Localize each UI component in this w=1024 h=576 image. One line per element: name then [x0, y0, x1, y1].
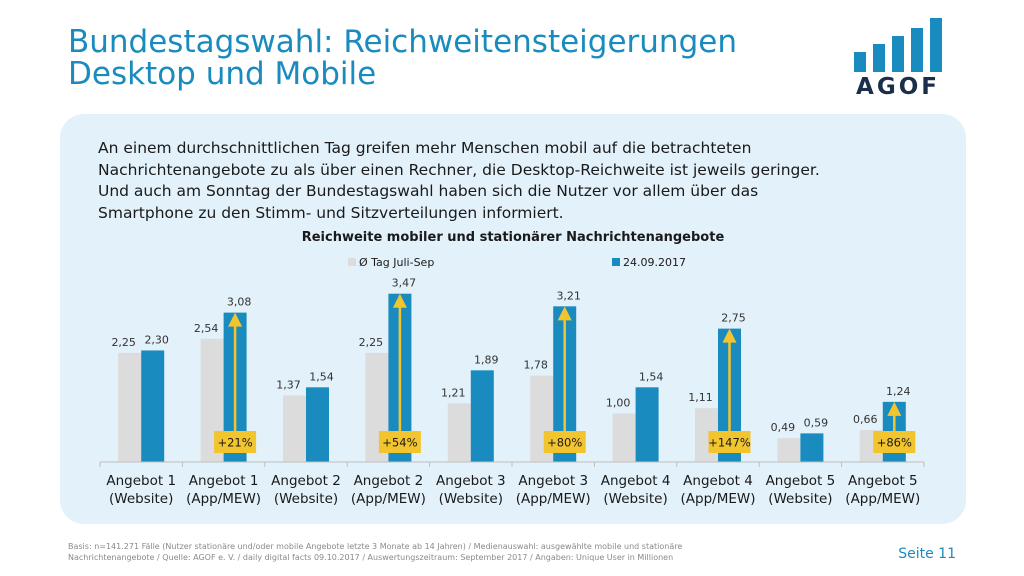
growth-badge-3 — [543, 431, 586, 453]
value-label-avg-2: 2,54 — [194, 322, 219, 335]
growth-arrow-head-3 — [557, 306, 572, 321]
category-label-1-1: Angebot 1 — [106, 473, 176, 489]
bar-election-7 — [635, 387, 659, 462]
intro-text: An einem durchschnittlichen Tag greifen … — [98, 138, 938, 224]
value-label-avg-3: 1,37 — [276, 379, 301, 392]
category-label-4-2: (App/MEW) — [351, 491, 426, 507]
value-label-avg-9: 0,49 — [771, 421, 796, 434]
footnote-line-1: Basis: n=141.271 Fälle (Nutzer stationär… — [68, 542, 683, 551]
bar-avg-3 — [283, 395, 306, 462]
bar-avg-7 — [612, 413, 636, 462]
agof-logo: AGOF — [850, 18, 946, 102]
page-number: Seite 11 — [898, 546, 956, 562]
value-label-avg-6: 1,78 — [523, 359, 548, 372]
legend-swatch-1 — [348, 258, 356, 266]
intro-line-2: Nachrichtenangebote zu als über einen Re… — [98, 160, 820, 179]
page-title: Bundestagswahl: Reichweitensteigerungen … — [68, 26, 828, 90]
growth-arrow-head-5 — [887, 401, 902, 416]
intro-line-4: Smartphone zu den Stimm- und Sitzverteil… — [98, 203, 564, 222]
growth-label-4: +147% — [708, 436, 751, 450]
bar-election-3 — [306, 387, 329, 462]
category-label-3-2: (Website) — [274, 491, 338, 507]
value-label-election-1: 2,30 — [144, 333, 169, 346]
value-label-election-8: 2,75 — [721, 312, 746, 325]
title-line-1: Bundestagswahl: Reichweitensteigerungen — [68, 24, 737, 60]
chart-title: Reichweite mobiler und stationärer Nachr… — [301, 230, 725, 245]
growth-label-1: +21% — [217, 436, 252, 450]
growth-arrow-head-4 — [722, 328, 737, 343]
category-label-6-1: Angebot 3 — [518, 473, 588, 489]
category-label-9-1: Angebot 5 — [766, 473, 836, 489]
bar-avg-9 — [777, 438, 801, 462]
legend-swatch-2 — [612, 258, 620, 266]
value-label-election-10: 1,24 — [886, 385, 911, 398]
category-label-10-2: (App/MEW) — [845, 491, 920, 507]
growth-label-5: +86% — [877, 436, 912, 450]
footnote-line-2: Nachrichtenangebote / Quelle: AGOF e. V.… — [68, 553, 674, 562]
legend-label-1: Ø Tag Juli-Sep — [359, 256, 434, 269]
growth-badge-1 — [214, 431, 257, 453]
category-label-7-2: (Website) — [603, 491, 667, 507]
category-label-7-1: Angebot 4 — [601, 473, 671, 489]
category-label-6-2: (App/MEW) — [516, 491, 591, 507]
title-line-2: Desktop und Mobile — [68, 56, 377, 92]
value-label-election-4: 3,47 — [392, 277, 417, 290]
growth-badge-2 — [378, 431, 421, 453]
value-label-election-5: 1,89 — [474, 353, 499, 366]
bar-avg-1 — [118, 352, 142, 462]
value-label-election-7: 1,54 — [639, 370, 664, 383]
category-label-5-1: Angebot 3 — [436, 473, 506, 489]
category-label-2-2: (App/MEW) — [186, 491, 261, 507]
bar-election-9 — [800, 433, 824, 462]
growth-arrow-head-1 — [228, 312, 243, 327]
value-label-avg-1: 2,25 — [111, 336, 136, 349]
value-label-election-9: 0,59 — [804, 416, 829, 429]
category-label-2-1: Angebot 1 — [189, 473, 259, 489]
growth-label-3: +80% — [547, 436, 582, 450]
logo-text: AGOF — [856, 74, 940, 100]
intro-line-1: An einem durchschnittlichen Tag greifen … — [98, 139, 752, 157]
value-label-election-2: 3,08 — [227, 296, 252, 309]
value-label-avg-10: 0,66 — [853, 413, 878, 426]
value-label-avg-5: 1,21 — [441, 386, 466, 399]
bar-avg-5 — [447, 403, 471, 462]
category-label-8-2: (App/MEW) — [681, 491, 756, 507]
logo-bars-icon — [854, 18, 944, 72]
bar-election-1 — [141, 350, 165, 462]
value-label-election-6: 3,21 — [556, 289, 581, 302]
growth-label-2: +54% — [382, 436, 417, 450]
footnote: Basis: n=141.271 Fälle (Nutzer stationär… — [68, 541, 828, 563]
intro-line-3: Und auch am Sonntag der Bundestagswahl h… — [98, 182, 759, 200]
category-label-8-1: Angebot 4 — [683, 473, 753, 489]
category-label-1-2: (Website) — [109, 491, 173, 507]
growth-badge-5 — [873, 431, 916, 453]
value-label-election-3: 1,54 — [309, 370, 334, 383]
value-label-avg-7: 1,00 — [606, 397, 631, 410]
legend-label-2: 24.09.2017 — [623, 256, 686, 269]
category-label-10-1: Angebot 5 — [848, 473, 918, 489]
category-label-5-2: (Website) — [439, 491, 503, 507]
category-label-4-1: Angebot 2 — [354, 473, 424, 489]
growth-badge-4 — [708, 431, 751, 453]
bar-election-5 — [470, 370, 494, 462]
growth-arrow-head-2 — [392, 293, 407, 308]
category-label-9-2: (Website) — [768, 491, 832, 507]
value-label-avg-8: 1,11 — [688, 391, 713, 404]
category-label-3-1: Angebot 2 — [271, 473, 341, 489]
value-label-avg-4: 2,25 — [359, 336, 384, 349]
